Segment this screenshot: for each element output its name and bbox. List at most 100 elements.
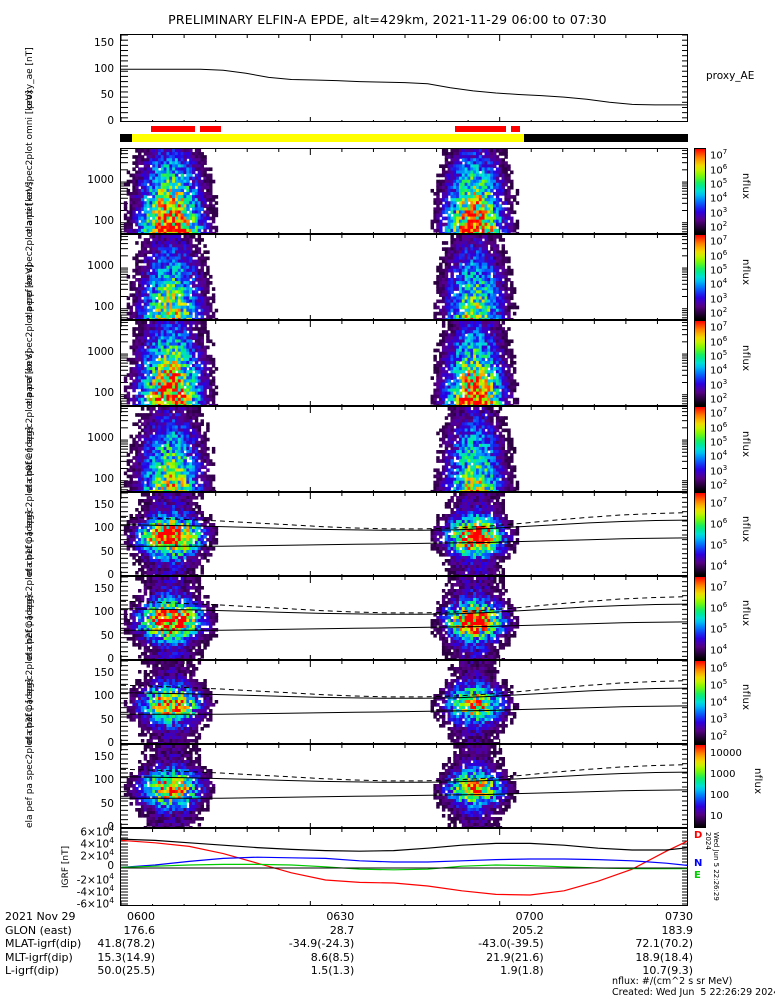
spectrogram-cells-pa-ch0lc — [123, 493, 520, 575]
colorbar-tick-pa-ch3lc-1: 100 — [710, 789, 730, 801]
igrf-trace-N — [121, 856, 687, 868]
spectrogram-cells-en-omni — [123, 149, 520, 233]
colorbar-tick-en-anti-4: 106 — [710, 248, 728, 262]
page-title: PRELIMINARY ELFIN-A EPDE, alt=429km, 202… — [168, 12, 607, 27]
ytick-proxy-ae-0: 0 — [107, 115, 114, 127]
ytick-en-omni-1000: 1000 — [87, 174, 114, 187]
antilosscone-pa-ch0lc — [121, 512, 687, 530]
ytick-pa-ch3lc-0: 0 — [107, 821, 114, 833]
footer-row-label-2: MLAT-igrf(dip) — [5, 937, 82, 950]
footer-cell-3-l: 10.7(9.3) — [642, 964, 693, 977]
colorbar-tick-pa-ch0lc-2: 106 — [710, 516, 728, 530]
ytick-en-anti-1000: 1000 — [87, 260, 114, 273]
ytick-pa-ch1lc-50: 50 — [100, 629, 114, 642]
ytick-igrf-1: -4×104 — [76, 884, 114, 899]
colorbar-tick-pa-ch1lc-3: 107 — [710, 579, 728, 593]
colorbar-pa-ch1lc — [694, 576, 706, 660]
antilosscone-pa-ch3lc — [121, 764, 687, 782]
colorbar-tick-en-perp-1: 103 — [710, 377, 728, 391]
colorbar-tick-en-para-5: 107 — [710, 406, 728, 420]
colorbar-tick-pa-ch1lc-2: 106 — [710, 600, 728, 614]
spectrogram-cells-pa-ch3lc — [123, 745, 520, 827]
colorbar-tick-pa-ch0lc-1: 105 — [710, 537, 728, 551]
colorbar-tick-en-para-3: 105 — [710, 434, 728, 449]
status-marker-2 — [455, 126, 507, 132]
spectrogram-cells-en-perp — [123, 321, 520, 405]
panel-canvas-proxy-ae — [121, 35, 687, 121]
panel-canvas-en-anti — [121, 235, 687, 319]
colorbar-tick-pa-ch0lc-3: 107 — [710, 495, 728, 509]
colorbar-tick-en-omni-1: 103 — [710, 205, 728, 219]
footer-cell-3-time: 0730 — [665, 910, 693, 923]
losscone-upper-pa-ch2lc — [121, 687, 687, 699]
ytick-igrf-3: 0 — [107, 860, 114, 872]
ytick-pa-ch2lc-50: 50 — [100, 713, 114, 726]
colorbar-tick-en-perp-3: 105 — [710, 348, 728, 363]
footer-cell-0-l: 50.0(25.5) — [97, 964, 155, 977]
colorbar-tick-pa-ch2lc-3: 105 — [710, 678, 728, 692]
losscone-upper-pa-ch1lc — [121, 603, 687, 615]
footer-cell-3-mlt: 18.9(18.4) — [635, 950, 693, 964]
footer-row-label-4: L-igrf(dip) — [5, 964, 59, 977]
ytick-igrf-4: 2×104 — [80, 848, 114, 863]
colorbar-title-pa-ch1lc: nflux — [740, 600, 751, 627]
panel-canvas-pa-ch1lc — [121, 577, 687, 659]
footer-cell-1-mlt: 8.6(8.5) — [310, 950, 355, 964]
footer-cell-2-glon: 205.2 — [512, 923, 544, 937]
colorbar-tick-en-anti-2: 104 — [710, 277, 728, 291]
status-marker-1 — [199, 126, 222, 132]
colorbar-tick-en-omni-2: 104 — [710, 191, 728, 205]
colorbar-tick-en-para-0: 102 — [710, 477, 728, 492]
colorbar-tick-en-para-1: 103 — [710, 463, 728, 477]
panel-en-omni — [120, 148, 688, 234]
status-marker-3 — [510, 126, 520, 132]
ytick-en-omni-100: 100 — [93, 214, 114, 227]
colorbar-tick-pa-ch1lc-1: 105 — [710, 621, 728, 635]
ytick-igrf-0: -6×104 — [76, 896, 114, 911]
igrf-legend-E: E — [694, 870, 701, 881]
colorbar-title-pa-ch3lc: nflux — [752, 768, 763, 795]
footer-cell-2-time: 0700 — [515, 910, 544, 923]
footer-cell-0-glon: 176.6 — [123, 923, 156, 937]
colorbar-tick-en-perp-2: 104 — [710, 363, 728, 377]
ytick-pa-ch3lc-100: 100 — [93, 774, 114, 787]
colorbar-title-en-para: nflux — [740, 431, 751, 458]
colorbar-tick-en-perp-4: 106 — [710, 334, 728, 348]
colorbar-tick-en-anti-1: 103 — [710, 291, 728, 305]
panel-en-anti — [120, 234, 688, 320]
ytick-pa-ch3lc-50: 50 — [100, 797, 114, 810]
colorbar-tick-en-perp-5: 107 — [710, 320, 728, 334]
footnote-created: Created: Wed Jun 5 22:26:29 2024 — [612, 987, 775, 998]
footer-cell-1-glon: 28.7 — [329, 923, 355, 937]
colorbar-en-perp — [694, 320, 706, 406]
losscone-upper-pa-ch3lc — [121, 771, 687, 783]
footer-cell-2-mlat: -43.0(-39.5) — [478, 937, 544, 950]
status-segment-1 — [132, 134, 525, 142]
igrf-trace-B — [121, 838, 687, 852]
spectrogram-cells-en-anti — [126, 235, 520, 319]
spectrogram-cells-en-para — [123, 407, 520, 491]
ytick-igrf-6: 6×104 — [80, 824, 114, 839]
colorbar-title-en-anti: nflux — [740, 259, 751, 286]
colorbar-title-en-omni: nflux — [740, 173, 751, 200]
ytick-en-perp-1000: 1000 — [87, 346, 114, 359]
igrf-legend-N: N — [694, 858, 703, 869]
antilosscone-pa-ch2lc — [121, 680, 687, 698]
spectrogram-cells-pa-ch2lc — [123, 661, 520, 743]
colorbar-tick-en-para-2: 104 — [710, 449, 728, 463]
ytick-en-anti-100: 100 — [93, 300, 114, 313]
colorbar-tick-pa-ch1lc-0: 104 — [710, 642, 728, 656]
ytick-pa-ch0lc-50: 50 — [100, 545, 114, 558]
colorbar-tick-en-para-4: 106 — [710, 420, 728, 434]
colorbar-tick-pa-ch2lc-1: 103 — [710, 711, 728, 726]
colorbar-tick-en-anti-0: 102 — [710, 305, 728, 320]
panel-pa-ch3lc — [120, 744, 688, 828]
panel-pa-ch2lc — [120, 660, 688, 744]
colorbar-tick-pa-ch3lc-3: 10000 — [710, 747, 742, 759]
panel-proxy-ae — [120, 34, 688, 122]
losscone-lower-pa-ch3lc — [121, 789, 687, 799]
footer-cell-1-mlat: -34.9(-24.3) — [288, 937, 355, 950]
ytick-en-para-100: 100 — [93, 472, 114, 485]
panel-pa-ch1lc — [120, 576, 688, 660]
footer-cell-2-l: 1.9(1.8) — [500, 964, 544, 977]
